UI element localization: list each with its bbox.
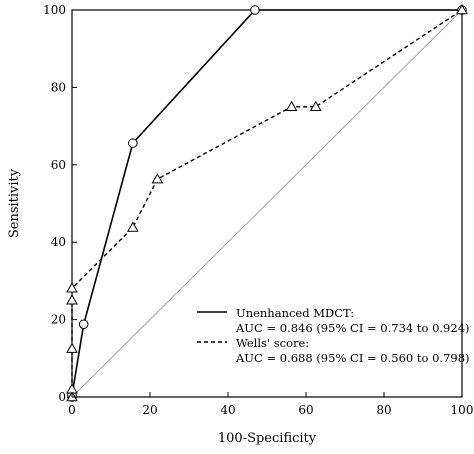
reference-diagonal-line <box>71 9 463 398</box>
data-point-wells-score <box>151 173 164 184</box>
y-tick-label: 100 <box>43 3 66 17</box>
series-line-wells-score <box>71 9 463 397</box>
y-tick-label: 0 <box>58 390 66 404</box>
data-point-unenhanced-mdct <box>128 138 138 148</box>
x-tick-label: 80 <box>376 403 391 417</box>
reference-diagonal-group <box>71 9 463 398</box>
data-point-unenhanced-mdct <box>78 319 89 330</box>
data-point-wells-score <box>66 294 78 305</box>
x-axis-ticks: 0 20 40 60 80 100 <box>68 392 473 417</box>
y-tick-label: 80 <box>51 80 66 94</box>
data-point-wells-score <box>126 221 139 232</box>
y-axis-ticks: 0 20 40 60 80 100 <box>43 3 77 404</box>
x-tick-label: 0 <box>68 403 76 417</box>
legend-auc-wells-score: AUC = 0.688 (95% CI = 0.560 to 0.798) <box>235 351 470 365</box>
y-tick-label: 40 <box>51 235 66 249</box>
legend: Unenhanced MDCT: AUC = 0.846 (95% CI = 0… <box>197 306 470 365</box>
y-tick-label: 20 <box>51 313 66 327</box>
data-point-wells-score <box>66 342 78 353</box>
x-tick-label: 20 <box>142 403 157 417</box>
data-point-wells-score <box>66 282 78 293</box>
legend-label-unenhanced-mdct: Unenhanced MDCT: <box>236 306 354 320</box>
x-axis-title: 100-Specificity <box>218 431 317 446</box>
legend-auc-unenhanced-mdct: AUC = 0.846 (95% CI = 0.734 to 0.924) <box>235 321 470 335</box>
x-tick-label: 100 <box>451 403 474 417</box>
legend-label-wells-score: Wells' score: <box>236 336 309 350</box>
data-point-unenhanced-mdct <box>250 5 260 15</box>
y-tick-label: 60 <box>51 158 66 172</box>
data-point-wells-score <box>66 383 78 394</box>
x-tick-label: 60 <box>298 403 313 417</box>
data-point-wells-score <box>456 3 468 15</box>
data-point-wells-score <box>285 100 298 111</box>
x-tick-label: 40 <box>220 403 235 417</box>
y-axis-title: Sensitivity <box>7 168 22 238</box>
data-point-wells-score <box>309 100 322 111</box>
